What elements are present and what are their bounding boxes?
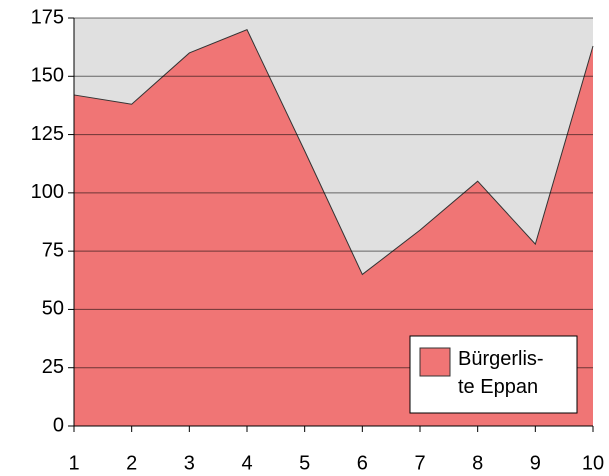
x-tick-label: 6 (357, 452, 368, 474)
x-tick-label: 7 (414, 452, 425, 474)
y-tick-label: 175 (31, 6, 64, 28)
y-tick-label: 0 (53, 414, 64, 436)
area-line (73, 29, 594, 276)
x-tick-label: 4 (241, 452, 252, 474)
y-tick-label: 50 (42, 298, 64, 320)
y-tick-label: 25 (42, 356, 64, 378)
y-tick-label: 75 (42, 239, 64, 261)
y-tick-label: 100 (31, 181, 64, 203)
legend-label: Bürgerlis-te Eppan (458, 348, 544, 398)
area (74, 29, 593, 427)
legend-swatch (419, 347, 451, 377)
x-tick-label: 3 (184, 452, 195, 474)
x-tick-label: 5 (299, 452, 310, 474)
legend: Bürgerlis-te Eppan (409, 335, 578, 414)
x-tick-label: 1 (68, 452, 79, 474)
x-tick-label: 9 (530, 452, 541, 474)
x-tick-label: 8 (472, 452, 483, 474)
x-tick-label: 2 (126, 452, 137, 474)
y-tick-label: 125 (31, 123, 64, 145)
y-tick-label: 150 (31, 65, 64, 87)
x-tick-label: 10 (582, 452, 604, 474)
